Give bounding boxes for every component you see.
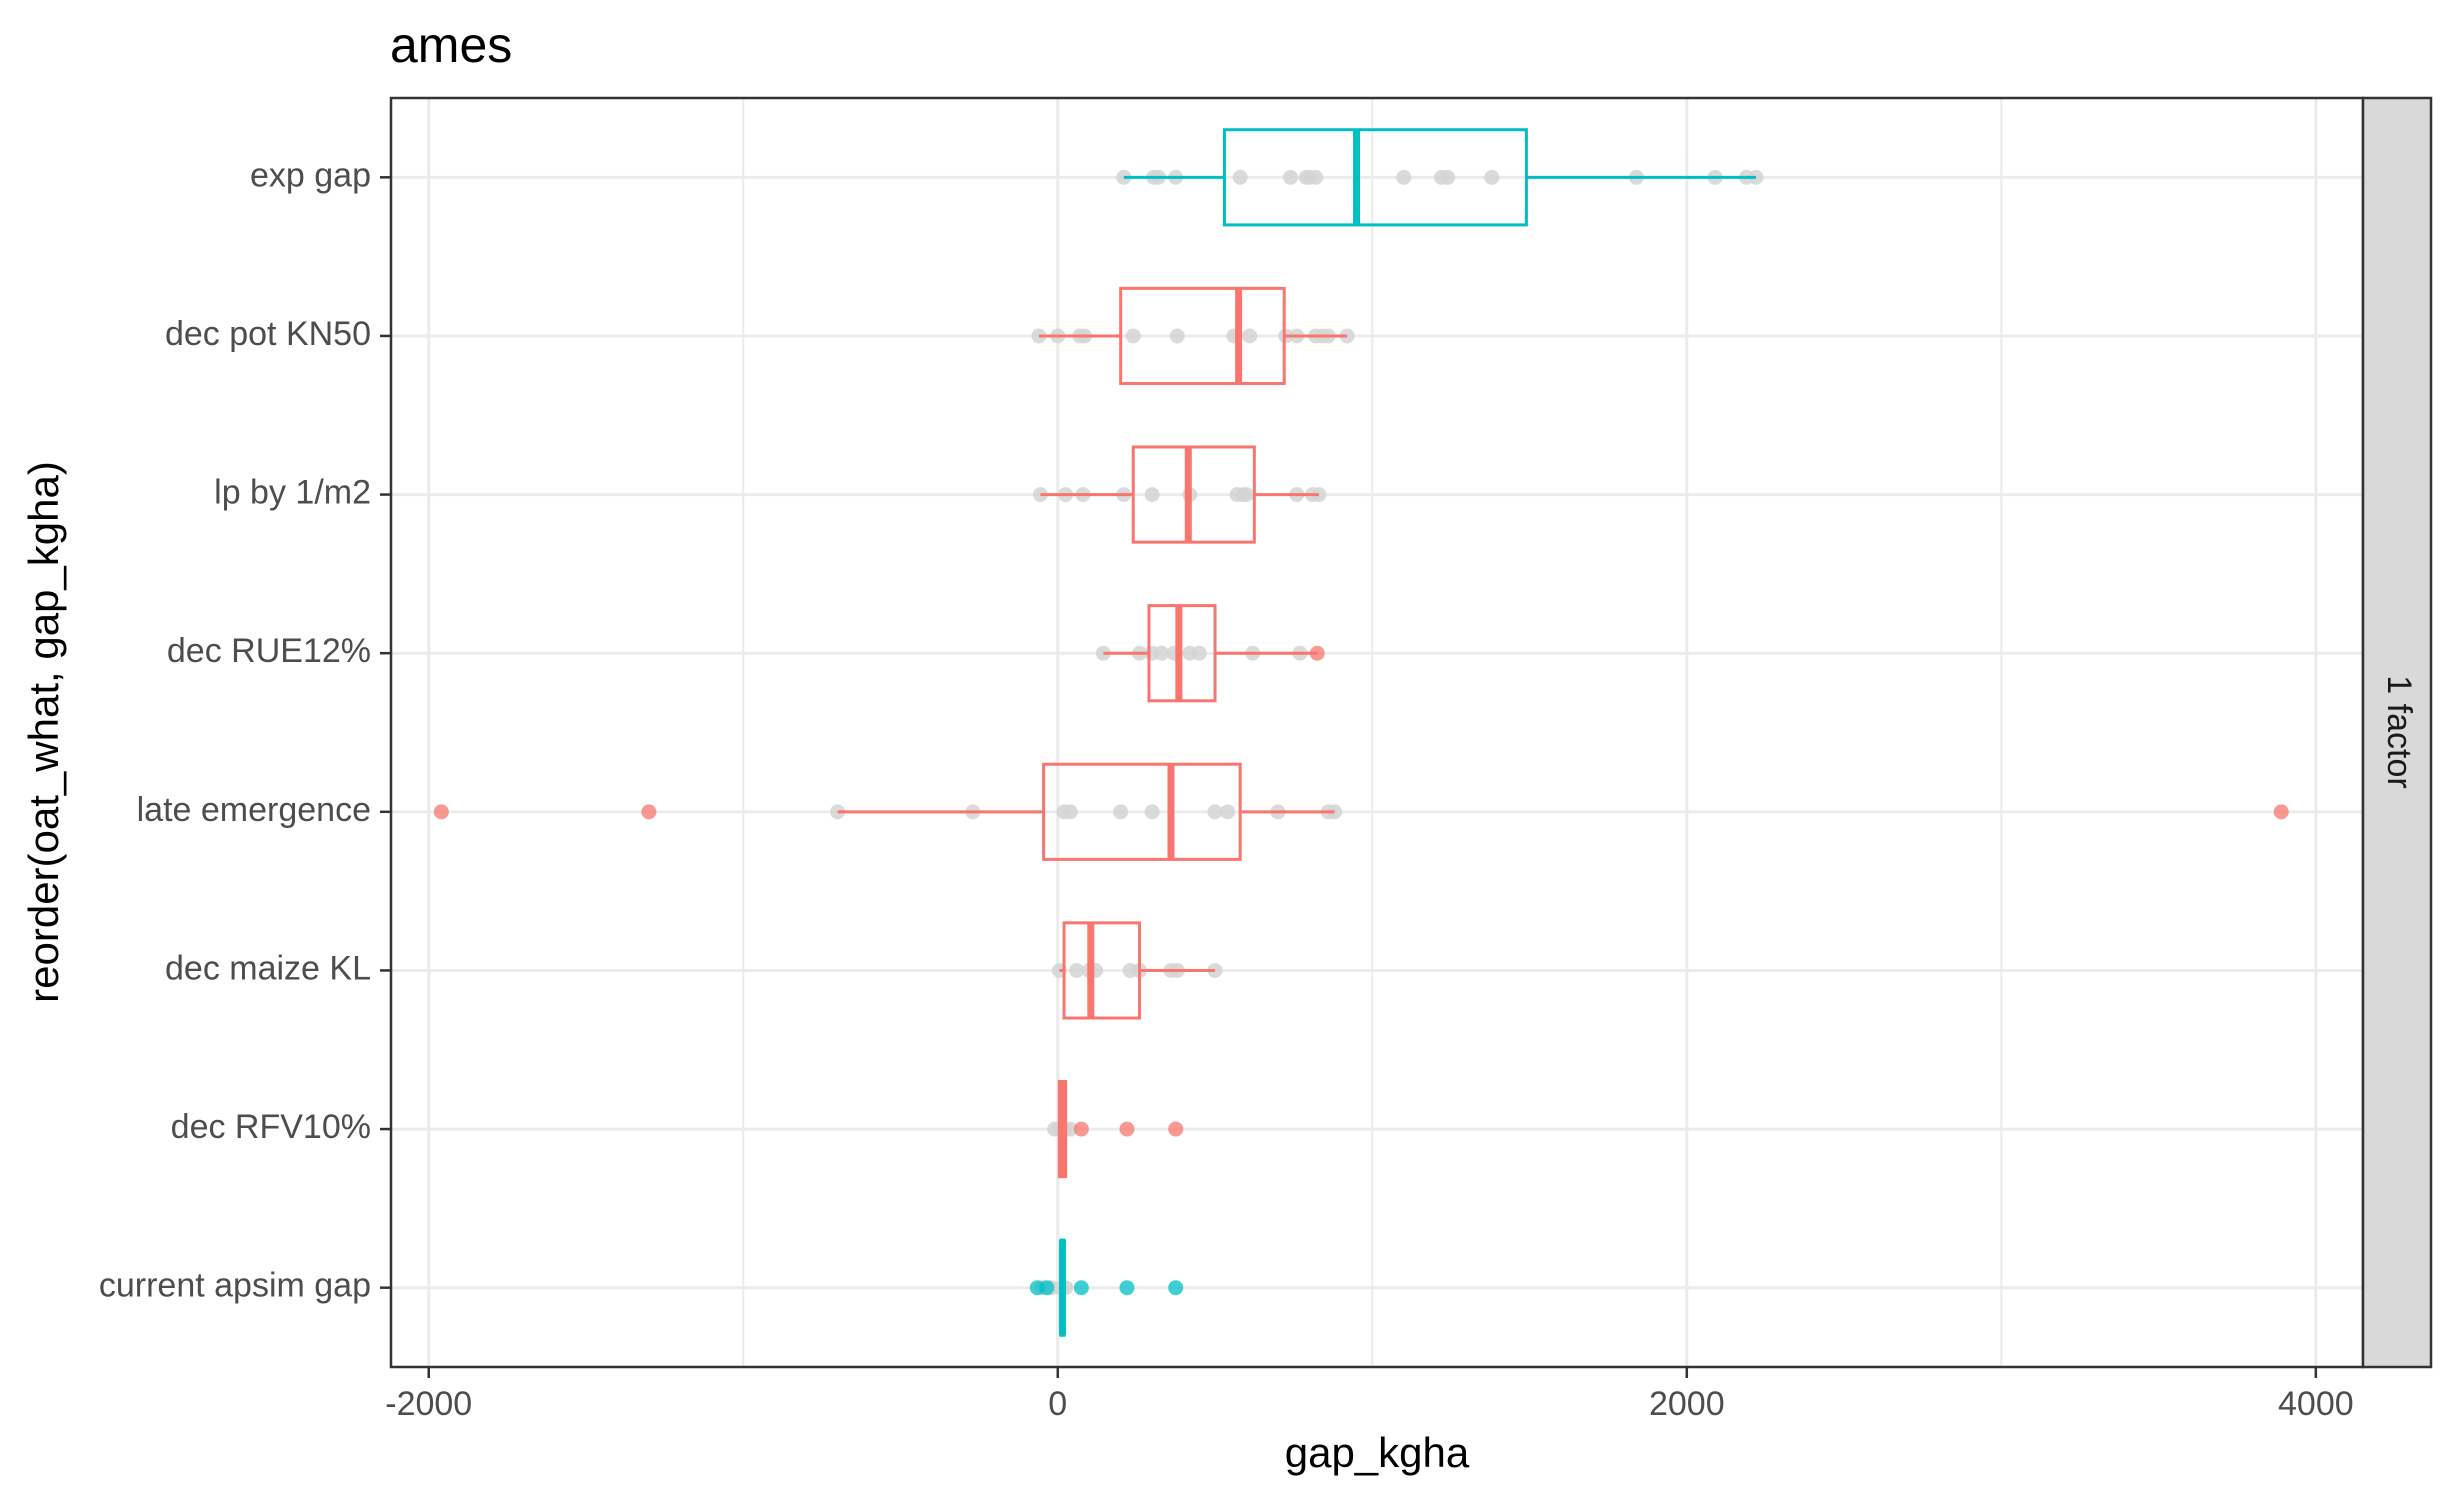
y-tick-label: dec pot KN50 (165, 315, 371, 353)
jitter-point (1440, 169, 1456, 185)
y-tick-label: dec RFV10% (171, 1108, 371, 1146)
box-late-emergence (837, 762, 1335, 861)
x-tick-label: 2000 (1649, 1385, 1725, 1423)
y-tick-label: lp by 1/m2 (214, 474, 371, 512)
y-tick-label: dec maize KL (165, 949, 371, 987)
y-tick-label: late emergence (137, 791, 371, 829)
box-exp-gap (1123, 128, 1756, 227)
facet-strip-label: 1 factor (2380, 675, 2418, 788)
x-axis-title: gap_kgha (1285, 1429, 1470, 1476)
jitter-point (1125, 328, 1141, 344)
jitter-point (1207, 804, 1223, 820)
jitter-point (1154, 645, 1170, 661)
y-tick-label: dec RUE12% (167, 632, 371, 670)
facet-strip-background (2361, 96, 2433, 1369)
x-tick-label: 4000 (2278, 1385, 2354, 1423)
outlier-point (1309, 645, 1325, 661)
outlier-point (1073, 1121, 1089, 1137)
outlier-point (1119, 1121, 1135, 1137)
jitter-point (1069, 962, 1085, 978)
jitter-point (1308, 169, 1324, 185)
jitter-point (1238, 487, 1254, 503)
y-tick-label: current apsim gap (99, 1267, 371, 1305)
box-iqr (1062, 921, 1142, 1020)
box-current-apsim-gap (1058, 1238, 1066, 1337)
jitter-point (1396, 169, 1412, 185)
box-dec-rue12- (1103, 604, 1318, 703)
outlier-point (1119, 1280, 1135, 1296)
box-iqr (1119, 286, 1286, 386)
jitter-point (1484, 169, 1500, 185)
jitter-point (1144, 804, 1160, 820)
grid-lines (391, 98, 2363, 1367)
outlier-points (433, 645, 2289, 1296)
outlier-point (641, 804, 657, 820)
outlier-point (1039, 1280, 1055, 1296)
outlier-point (1168, 1280, 1184, 1296)
y-axis-title: reorder(oat_what, gap_kgha) (20, 461, 67, 1003)
outlier-point (2273, 804, 2289, 820)
box-iqr (1042, 762, 1242, 861)
jitter-points (830, 169, 1764, 1296)
outlier-point (1168, 1121, 1184, 1137)
jitter-point (1113, 804, 1129, 820)
outlier-point (433, 804, 449, 820)
outlier-point (1073, 1280, 1089, 1296)
box-lp-by-1-m2 (1040, 445, 1319, 544)
jitter-point (1220, 804, 1236, 820)
box-iqr (1222, 128, 1528, 227)
jitter-point (1062, 804, 1078, 820)
x-axis: -2000 0 2000 4000 (385, 1367, 2354, 1423)
box-dec-pot-kn50 (1038, 286, 1348, 386)
x-tick-label: 0 (1048, 1385, 1067, 1423)
box-iqr (1131, 445, 1256, 544)
jitter-point (1144, 487, 1160, 503)
box-dec-rfv10- (1057, 1079, 1068, 1179)
panel-border (389, 96, 2365, 1369)
facet-strip: 1 factor (2361, 96, 2433, 1369)
box-series (837, 128, 1756, 1337)
chart-title: ames (390, 17, 512, 73)
x-tick-label: -2000 (385, 1385, 472, 1423)
jitter-point (1191, 645, 1207, 661)
jitter-point (1242, 328, 1258, 344)
box-dec-maize-kl (1059, 921, 1216, 1020)
jitter-point (1283, 169, 1299, 185)
y-tick-label: exp gap (250, 156, 371, 194)
jitter-point (1232, 169, 1248, 185)
y-axis: exp gap dec pot KN50 lp by 1/m2 dec RUE12% l… (99, 156, 391, 1305)
jitter-point (1169, 328, 1185, 344)
